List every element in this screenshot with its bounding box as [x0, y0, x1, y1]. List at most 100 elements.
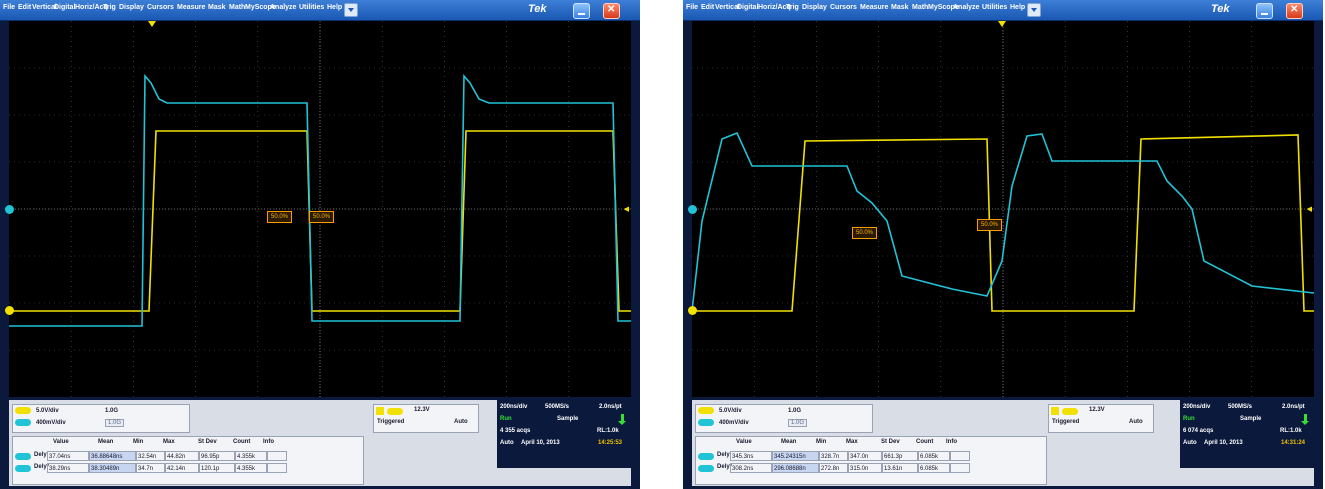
minimize-icon[interactable] [573, 3, 590, 19]
ch1-ground-marker[interactable] [5, 306, 14, 315]
menu-item-mask[interactable]: Mask [208, 4, 226, 11]
channel-settings[interactable]: 5.0V/div 400mV/div 1.0G 1.0G [12, 404, 190, 433]
menu-item-file[interactable]: File [3, 4, 16, 11]
trigger-settings[interactable]: 12.3V Triggered Auto [373, 404, 479, 433]
trigger-mode: Auto [454, 419, 468, 425]
waveform-display[interactable]: ◀ 50.0% 50.0% [5, 21, 631, 397]
menu-item-display[interactable]: Display [119, 4, 144, 11]
menu-item-measure[interactable]: Measure [860, 4, 889, 11]
measurement-row[interactable]: Dely* 308.2ns 296.08688n 272.8n 315.0n 13.61n… [696, 463, 1046, 474]
trigger-settings[interactable]: 12.3V Triggered Auto [1048, 404, 1154, 433]
mid-level-tag: 50.0% [309, 211, 335, 223]
menu-item-myscope[interactable]: MyScope [928, 4, 959, 11]
ch1-badge[interactable] [698, 407, 714, 414]
menu-item-file[interactable]: File [686, 4, 699, 11]
minimize-icon[interactable] [1256, 3, 1273, 19]
trigger-level: 12.3V [414, 407, 430, 413]
menu-item-cursors[interactable]: Cursors [147, 4, 174, 11]
measurement-value [267, 463, 287, 473]
trigger-level-arrow: ◀ [1306, 206, 1312, 213]
status-panel: 5.0V/div 400mV/div 1.0G 1.0G 12.3V Triggered A… [692, 400, 1314, 486]
trigger-position-marker[interactable] [998, 21, 1006, 27]
measurement-row[interactable]: Dely 37.04ns 36.88648ns 32.54n 44.82n 96.95p 4… [13, 451, 363, 462]
menu-item-vertical[interactable]: Vertical [32, 4, 57, 11]
bandwidth-bottom: 1.0G [105, 419, 125, 427]
menu-item-myscope[interactable]: MyScope [245, 4, 276, 11]
menu-item-math[interactable]: Math [229, 4, 246, 11]
ch2-ground-marker[interactable] [5, 205, 14, 214]
menu-item-cursors[interactable]: Cursors [830, 4, 857, 11]
ch2-badge[interactable] [15, 419, 31, 426]
menu-item-display[interactable]: Display [802, 4, 827, 11]
column-header: Info [263, 439, 274, 445]
measurement-label: Dely* [717, 464, 733, 470]
ch2-badge[interactable] [698, 419, 714, 426]
column-header: Max [163, 439, 175, 445]
close-icon[interactable] [603, 3, 620, 19]
menu-item-utilities[interactable]: Utilities [982, 4, 1008, 11]
measurement-value: 4.355k [235, 451, 267, 461]
measurement-row[interactable]: Dely 345.3ns 345.24315n 328.7n 347.0n 661.3p 6… [696, 451, 1046, 462]
trigger-channel-badge [387, 408, 403, 415]
menu-item-utilities[interactable]: Utilities [299, 4, 325, 11]
ch1-scale-row[interactable]: 5.0V/div [15, 407, 59, 419]
mid-level-tag: 50.0% [852, 227, 878, 239]
column-header: Mean [781, 439, 797, 445]
record-length: RL:1.0k [597, 428, 619, 434]
menu-item-horizacq[interactable]: Horiz/Acq [75, 4, 108, 11]
menu-item-vertical[interactable]: Vertical [715, 4, 740, 11]
trigger-mode: Auto [1129, 419, 1143, 425]
menu-item-trig[interactable]: Trig [103, 4, 116, 11]
measurement-value: 44.82n [165, 451, 199, 461]
bandwidth-top: 1.0G [788, 408, 802, 414]
menu-item-digital[interactable]: Digital [737, 4, 759, 11]
close-icon[interactable] [1286, 3, 1303, 19]
measurement-label: Dely* [34, 464, 50, 470]
menu-item-analyze[interactable]: Analyze [953, 4, 980, 11]
graticule [692, 21, 1314, 397]
run-state: Run [500, 416, 512, 422]
waveform-display[interactable]: ◀ 50.0% 50.0% [688, 21, 1314, 397]
menu-item-digital[interactable]: Digital [54, 4, 76, 11]
ch2-ground-marker[interactable] [688, 205, 697, 214]
measurement-value: 13.61n [882, 463, 918, 473]
trigger-level: 12.3V [1089, 407, 1105, 413]
run-indicator-icon [1301, 414, 1309, 425]
menu-item-help[interactable]: Help [1010, 4, 1026, 11]
acquisition-panel[interactable]: 200ns/div 500MS/s 2.0ns/pt Run Sample 4 355 a… [497, 400, 631, 468]
menu-item-help[interactable]: Help [327, 4, 343, 11]
ch1-ground-marker[interactable] [688, 306, 697, 315]
measurement-value: 32.54n [136, 451, 165, 461]
measurement-value: 42.14n [165, 463, 199, 473]
measurements-table[interactable]: Value Mean Min Max St Dev Count Info Dely 345.3n… [695, 436, 1047, 485]
menu-item-analyze[interactable]: Analyze [270, 4, 297, 11]
measurement-row[interactable]: Dely* 38.29ns 38.30489n 34.7n 42.14n 120.1p 4.… [13, 463, 363, 474]
channel-settings[interactable]: 5.0V/div 400mV/div 1.0G 1.0G [695, 404, 873, 433]
ch1-badge[interactable] [15, 407, 31, 414]
menu-item-trig[interactable]: Trig [786, 4, 799, 11]
chevron-down-icon[interactable] [1027, 3, 1041, 17]
trigger-channel-badge [1062, 408, 1078, 415]
mid-level-tag: 50.0% [977, 219, 1003, 231]
acquisition-count: 4 355 acqs [500, 428, 531, 434]
measurements-table[interactable]: Value Mean Min Max St Dev Count Info Dely 37.04n… [12, 436, 364, 485]
menu-item-measure[interactable]: Measure [177, 4, 206, 11]
trigger-position-marker[interactable] [148, 21, 156, 27]
menu-item-horizacq[interactable]: Horiz/Acq [758, 4, 791, 11]
menu-item-math[interactable]: Math [912, 4, 929, 11]
measurement-value: 37.04ns [47, 451, 89, 461]
trigger-source-badge [1051, 407, 1059, 415]
acq-auto: Auto [1183, 440, 1197, 446]
acquisition-panel[interactable]: 200ns/div 500MS/s 2.0ns/pt Run Sample 6 074 a… [1180, 400, 1314, 468]
ch1-scale-row[interactable]: 5.0V/div [698, 407, 742, 419]
menu-item-edit[interactable]: Edit [18, 4, 32, 11]
menu-item-edit[interactable]: Edit [701, 4, 715, 11]
ch2-scale-row[interactable]: 400mV/div [698, 419, 749, 431]
graticule [9, 21, 631, 397]
measurement-value: 345.3ns [730, 451, 772, 461]
chevron-down-icon[interactable] [344, 3, 358, 17]
menu-item-mask[interactable]: Mask [891, 4, 909, 11]
ch2-scale-row[interactable]: 400mV/div [15, 419, 66, 431]
measurement-value: 272.8n [819, 463, 848, 473]
timebase: 200ns/div [1183, 404, 1211, 410]
